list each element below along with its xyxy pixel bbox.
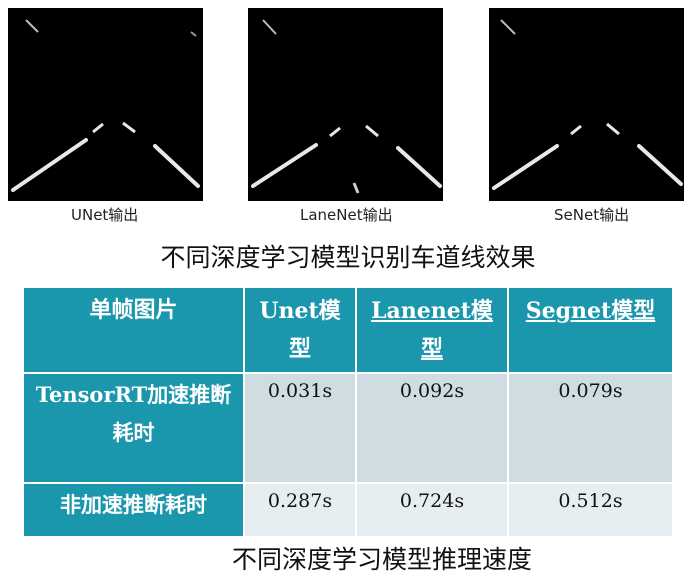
table-cell: 0.079s [507, 372, 674, 484]
row-label: TensorRT加速推断耗时 [22, 372, 245, 484]
header-cell-text: Lanenet模型 [371, 298, 493, 362]
table-header-row: 单帧图片 Unet模型 Lanenet模型 Segnet模型 [22, 286, 674, 374]
table-cell: 0.724s [355, 482, 509, 538]
unet-caption: UNet输出 [71, 206, 139, 224]
header-cell: Segnet模型 [507, 286, 674, 374]
header-cell: Unet模型 [243, 286, 357, 374]
inference-speed-title: 不同深度学习模型推理速度 [231, 545, 532, 574]
senet-caption: SeNet输出 [554, 206, 630, 224]
unet-output-image [8, 8, 203, 201]
table-cell: 0.512s [507, 482, 674, 538]
table-row: 非加速推断耗时 0.287s 0.724s 0.512s [22, 482, 674, 538]
table-cell: 0.287s [243, 482, 357, 538]
header-cell-text: Segnet模型 [525, 298, 656, 324]
header-cell: 单帧图片 [22, 286, 245, 374]
inference-speed-table: 单帧图片 Unet模型 Lanenet模型 Segnet模型 TensorRT加… [22, 286, 674, 538]
header-cell: Lanenet模型 [355, 286, 509, 374]
lanenet-output-image [248, 8, 443, 201]
senet-output-image [489, 8, 684, 201]
table-cell: 0.031s [243, 372, 357, 484]
lanenet-caption: LaneNet输出 [300, 206, 393, 224]
table-cell: 0.092s [355, 372, 509, 484]
lane-detection-title: 不同深度学习模型识别车道线效果 [160, 243, 536, 272]
table-row: TensorRT加速推断耗时 0.031s 0.092s 0.079s [22, 372, 674, 484]
row-label: 非加速推断耗时 [22, 482, 245, 538]
